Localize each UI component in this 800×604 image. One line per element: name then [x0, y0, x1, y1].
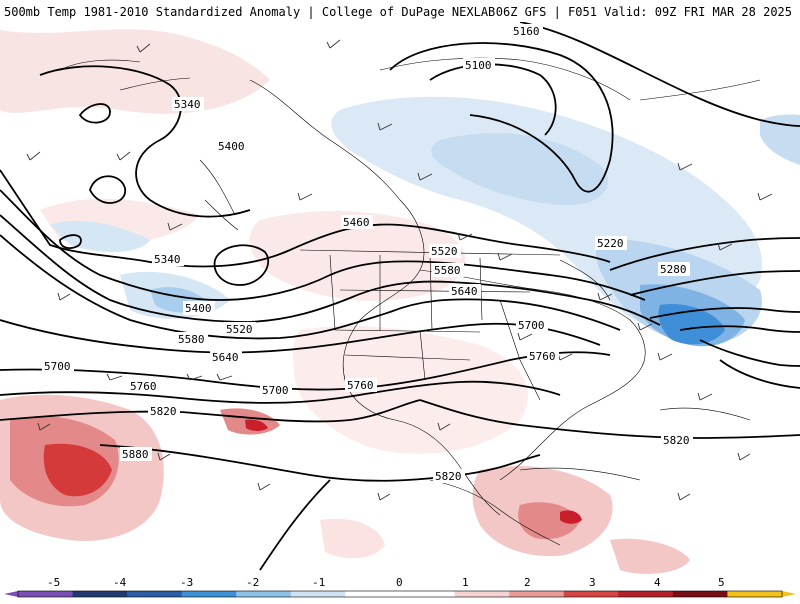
contour-label: 5340 [154, 253, 181, 266]
legend-swatch [563, 591, 619, 597]
legend-swatch [672, 591, 728, 597]
contour-label: 5820 [435, 470, 462, 483]
contour-labels: 5160 5100 5340 5400 5340 5460 5520 5580 … [42, 24, 693, 483]
contour-label: 5700 [44, 360, 71, 373]
legend-swatch [181, 591, 237, 597]
legend-swatch [618, 591, 674, 597]
contour-label: 5100 [465, 59, 492, 72]
anomaly-map: 5160 5100 5340 5400 5340 5460 5520 5580 … [0, 22, 800, 577]
legend-tick-label: -3 [180, 577, 193, 589]
contour-label: 5760 [130, 380, 157, 393]
contour-label: 5580 [434, 264, 461, 277]
legend-tick-label: -1 [312, 577, 325, 589]
legend-swatch [454, 591, 510, 597]
contour-label: 5820 [150, 405, 177, 418]
contour-label: 5160 [513, 25, 540, 38]
contour-label: 5700 [518, 319, 545, 332]
wind-barbs [26, 39, 773, 501]
legend-tick-label: 1 [462, 577, 469, 589]
contour-label: 5580 [178, 333, 205, 346]
contour-label: 5640 [212, 351, 239, 364]
legend-swatch [236, 591, 292, 597]
contour-label: 5400 [185, 302, 212, 315]
contour-label: 5760 [347, 379, 374, 392]
legend-bar: -5 -4 -3 -2 -1 0 1 2 3 4 5 [4, 576, 796, 598]
anomaly-shading [0, 22, 800, 577]
contour-label: 5520 [431, 245, 458, 258]
contour-label: 5400 [218, 140, 245, 153]
legend-swatch [18, 591, 74, 597]
legend-tick-label: -5 [47, 577, 60, 589]
contour-label: 5880 [122, 448, 149, 461]
legend-swatch [727, 591, 783, 597]
legend-swatch [290, 591, 346, 597]
legend-swatch [127, 591, 183, 597]
color-scale-legend: -5 -4 -3 -2 -1 0 1 2 3 4 5 [0, 576, 800, 600]
legend-end-arrow [782, 591, 796, 597]
contour-label: 5760 [529, 350, 556, 363]
contour-label: 5520 [226, 323, 253, 336]
contour-label: 5640 [451, 285, 478, 298]
model-run-info: 06Z GFS | F051 Valid: 09Z FRI MAR 28 202… [495, 5, 792, 19]
product-title: 500mb Temp 1981-2010 Standardized Anomal… [4, 5, 496, 19]
legend-tick-label: 4 [654, 577, 661, 589]
legend-frame [17, 590, 783, 598]
legend-swatch [400, 591, 456, 597]
legend-swatch [72, 591, 128, 597]
contour-label: 5220 [597, 237, 624, 250]
legend-tick-label: -4 [113, 577, 127, 589]
legend-tick-label: 2 [524, 577, 531, 589]
legend-end-arrow [4, 591, 18, 597]
contour-label: 5700 [262, 384, 289, 397]
legend-tick-label: 0 [396, 577, 403, 589]
contour-label: 5280 [660, 263, 687, 276]
contour-label: 5820 [663, 434, 690, 447]
legend-swatch [509, 591, 565, 597]
legend-swatch [345, 591, 401, 597]
legend-tick-label: 5 [718, 577, 725, 589]
legend-swatches [4, 590, 796, 598]
legend-tick-label: 3 [589, 577, 596, 589]
contour-label: 5340 [174, 98, 201, 111]
map-header: 500mb Temp 1981-2010 Standardized Anomal… [0, 0, 800, 22]
legend-tick-labels: -5 -4 -3 -2 -1 0 1 2 3 4 5 [47, 576, 725, 589]
contour-label: 5460 [343, 216, 370, 229]
legend-tick-label: -2 [246, 577, 259, 589]
